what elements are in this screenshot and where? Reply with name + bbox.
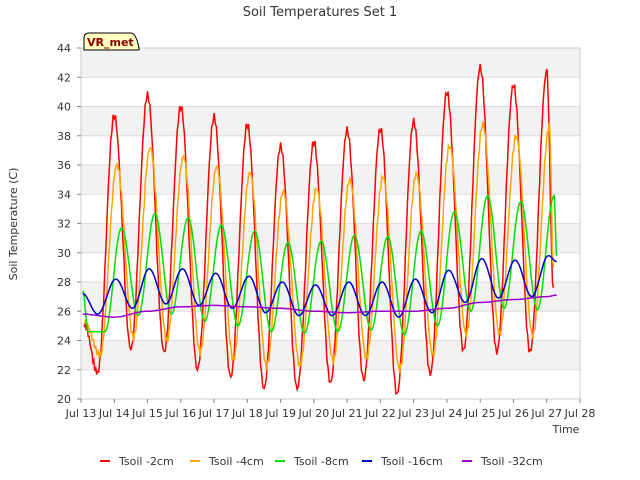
y-tick-label: 22 (57, 364, 71, 377)
station-badge: VR_met (83, 32, 140, 51)
plot-band (81, 106, 580, 136)
x-axis-label: Time (552, 423, 580, 436)
legend-label: Tsoil -16cm (380, 455, 443, 468)
y-axis-ticks: 20 22 24 26 28 30 32 34 36 38 40 42 44 (57, 42, 81, 406)
y-tick-label: 38 (57, 130, 71, 143)
plot-band (81, 48, 580, 78)
plot-band (81, 77, 580, 107)
legend-item: Tsoil -2cm (100, 455, 174, 468)
legend-label: Tsoil -2cm (118, 455, 174, 468)
y-axis-label: Soil Temperature (C) (7, 168, 20, 281)
y-tick-label: 34 (57, 188, 71, 201)
legend-item: Tsoil -32cm (462, 455, 543, 468)
series-line-tsoil--32cm (82, 294, 557, 318)
x-tick-label: Jul 27 (530, 407, 562, 420)
badge-shape (83, 32, 140, 51)
x-tick-label: Jul 23 (397, 407, 429, 420)
x-tick-label: Jul 25 (464, 407, 496, 420)
x-tick-label: Jul 16 (164, 407, 196, 420)
x-tick-label: Jul 21 (331, 407, 363, 420)
x-tick-label: Jul 19 (264, 407, 296, 420)
x-tick-label: Jul 13 (65, 407, 97, 420)
y-tick-label: 30 (57, 247, 71, 260)
x-tick-label: Jul 26 (497, 407, 529, 420)
y-tick-label: 20 (57, 393, 71, 406)
y-tick-label: 36 (57, 159, 71, 172)
y-tick-label: 28 (57, 276, 71, 289)
plot-band (81, 223, 580, 253)
x-tick-label: Jul 20 (297, 407, 329, 420)
series-line-tsoil--2cm (83, 63, 555, 396)
badge-label: VR_met (87, 36, 134, 49)
chart-title: Soil Temperatures Set 1 (243, 5, 398, 20)
y-tick-label: 32 (57, 218, 71, 231)
x-tick-label: Jul 18 (231, 407, 263, 420)
legend: Tsoil -2cm Tsoil -4cm Tsoil -8cm Tsoil -16c… (100, 455, 543, 468)
series-layer (82, 63, 558, 396)
y-tick-label: 26 (57, 305, 71, 318)
legend-label: Tsoil -8cm (293, 455, 349, 468)
plot-band (81, 165, 580, 195)
legend-label: Tsoil -32cm (480, 455, 543, 468)
y-tick-label: 42 (57, 71, 71, 84)
x-tick-label: Jul 24 (431, 407, 463, 420)
plot-band (81, 194, 580, 224)
legend-label: Tsoil -4cm (208, 455, 264, 468)
series-line-tsoil--8cm (82, 193, 558, 336)
legend-item: Tsoil -16cm (362, 455, 443, 468)
series-line-tsoil--4cm (83, 121, 555, 374)
grid-lines (81, 47, 580, 400)
x-tick-label: Jul 28 (564, 407, 596, 420)
x-tick-label: Jul 15 (131, 407, 163, 420)
x-axis-ticks: Jul 13 Jul 14 Jul 15 Jul 16 Jul 17 Jul 18 Jul … (65, 399, 596, 420)
y-tick-label: 40 (57, 101, 71, 114)
plot-band (81, 369, 580, 399)
plot-band (81, 135, 580, 165)
series-line-tsoil--16cm (82, 254, 557, 318)
legend-item: Tsoil -8cm (275, 455, 349, 468)
x-tick-label: Jul 22 (364, 407, 396, 420)
x-tick-label: Jul 17 (198, 407, 230, 420)
legend-item: Tsoil -4cm (190, 455, 264, 468)
x-tick-label: Jul 14 (98, 407, 130, 420)
y-tick-label: 44 (57, 42, 71, 55)
y-tick-label: 24 (57, 335, 71, 348)
